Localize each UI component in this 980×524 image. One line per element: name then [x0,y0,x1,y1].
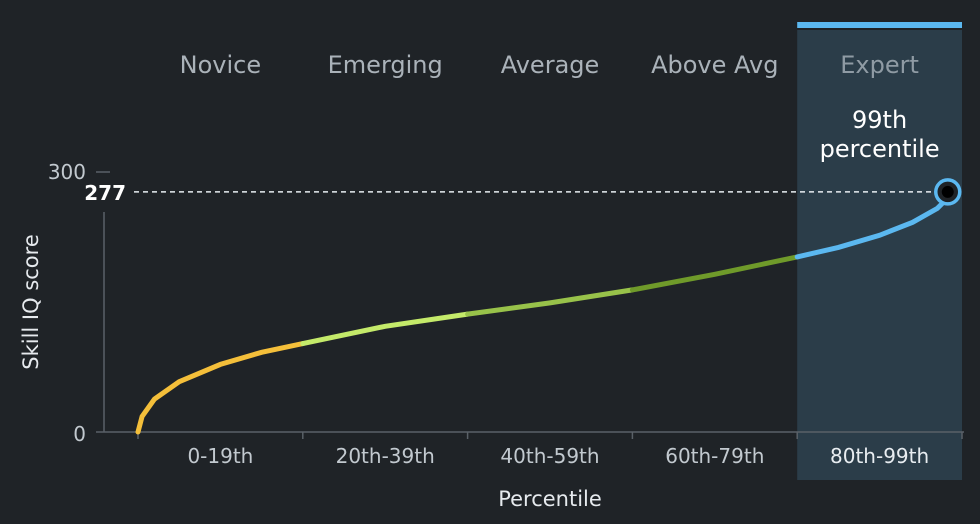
score-curve [135,189,957,435]
level-labels: Novice Emerging Average Above Avg Expert [180,51,919,79]
level-label-average: Average [501,51,600,79]
x-axis-title: Percentile [498,487,602,511]
level-label-above-avg: Above Avg [651,51,778,79]
x-tick-labels: 0-19th 20th-39th 40th-59th 60th-79th 80th-99… [187,444,929,468]
marker-percentile-line1: 99th [852,106,907,134]
y-axis-title: Skill IQ score [19,234,43,370]
marker-percentile-line2: percentile [820,135,940,163]
x-tick-label-0-19th: 0-19th [187,444,253,468]
curve-segment-above-avg [629,254,800,293]
level-label-emerging: Emerging [328,51,443,79]
curve-segment-emerging [300,311,471,347]
expert-highlight-band [797,30,962,480]
y-tick-label-300: 300 [48,160,86,184]
curve-segment-novice [135,341,306,435]
x-tick-label-20th-39th: 20th-39th [336,444,435,468]
level-label-novice: Novice [180,51,261,79]
marker-value-label: 277 [84,181,126,205]
level-label-expert: Expert [840,51,919,79]
x-tick-label-60th-79th: 60th-79th [665,444,764,468]
curve-segment-average [465,287,635,317]
x-tick-label-80th-99th: 80th-99th [830,444,929,468]
x-tick-label-40th-59th: 40th-59th [500,444,599,468]
curve-segment-expert [794,189,957,260]
expert-highlight-top-bar [797,22,962,28]
y-tick-label-0: 0 [73,422,86,446]
score-marker-dot [941,185,954,198]
